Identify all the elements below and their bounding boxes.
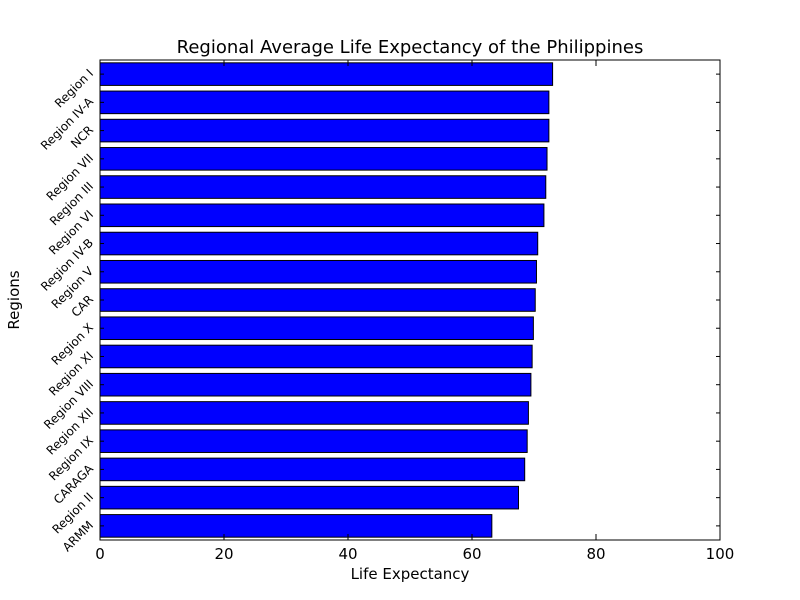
x-tick-label: 20 xyxy=(214,545,233,563)
bar-ncr xyxy=(99,118,550,143)
bar-car xyxy=(99,288,536,312)
bar-armm xyxy=(99,514,493,538)
bar-region-vii xyxy=(99,147,548,171)
x-axis-label: Life Expectancy xyxy=(351,565,470,583)
bar-region-iv-a xyxy=(99,90,550,115)
bars-group xyxy=(99,62,554,538)
bar-region-ix xyxy=(99,429,528,453)
bar-region-x xyxy=(99,316,534,341)
bar-region-viii xyxy=(99,372,532,397)
x-tick-labels: 0 20 40 60 80 100 xyxy=(95,545,734,563)
bar-region-vi xyxy=(99,203,545,228)
bar-region-iv-b xyxy=(99,231,539,256)
bar-region-xi xyxy=(99,344,533,369)
x-tick-label: 60 xyxy=(462,545,481,563)
x-tick-label: 100 xyxy=(706,545,735,563)
bar-region-v xyxy=(99,259,537,284)
bar-region-iii xyxy=(99,175,547,199)
ticks-group xyxy=(99,60,721,540)
bar-region-xii xyxy=(99,401,529,425)
x-tick-label: 40 xyxy=(338,545,357,563)
bar-region-ii xyxy=(99,485,519,510)
chart-title: Regional Average Life Expectancy of the … xyxy=(177,37,644,58)
x-tick-label: 0 xyxy=(95,545,105,563)
y-axis-label: Regions xyxy=(5,270,23,329)
bar-region-i xyxy=(99,62,554,86)
bar-caraga xyxy=(99,457,526,482)
x-tick-label: 80 xyxy=(586,545,605,563)
